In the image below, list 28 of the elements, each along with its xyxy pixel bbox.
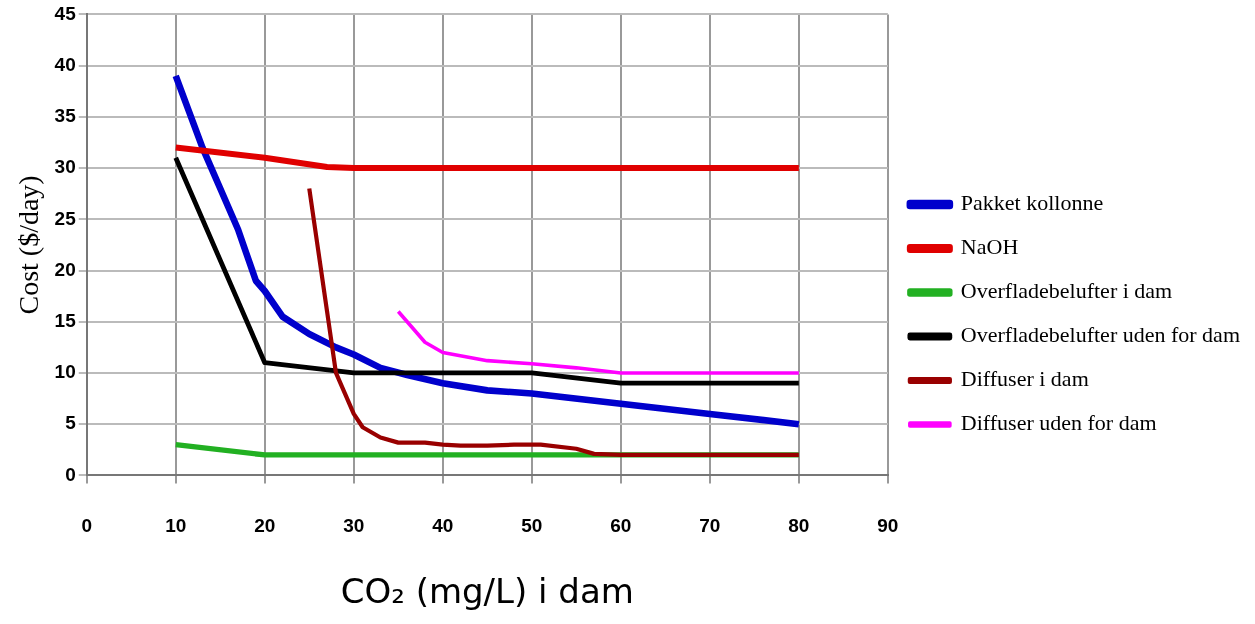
y-tick-label: 40 (54, 53, 76, 75)
x-axis-title: CO₂ (mg/L) i dam (340, 571, 634, 612)
legend-label: Pakket kollonne (960, 190, 1104, 216)
legend-label: Diffuser uden for dam (960, 410, 1157, 436)
legend-label: Overfladebelufter uden for dam (960, 322, 1241, 348)
x-tick-label: 90 (877, 515, 899, 537)
y-tick-label: 35 (54, 105, 77, 127)
x-tick-label: 30 (343, 515, 365, 537)
x-tick-label: 80 (788, 515, 810, 537)
y-tick-label: 5 (65, 412, 77, 434)
x-tick-label: 0 (81, 515, 93, 537)
x-tick-label: 10 (165, 515, 187, 537)
x-tick-label: 60 (610, 515, 632, 537)
y-tick-label: 15 (54, 309, 77, 331)
y-axis-title: Cost ($/day) (13, 175, 45, 315)
y-tick-label: 45 (54, 2, 77, 24)
legend-label: Overfladebelufter i dam (960, 278, 1173, 304)
x-tick-label: 20 (254, 515, 276, 537)
x-tick-label: 70 (699, 515, 721, 537)
y-tick-label: 0 (65, 463, 76, 485)
legend-label: NaOH (960, 234, 1019, 260)
x-tick-label: 40 (432, 515, 454, 537)
y-tick-label: 20 (54, 258, 76, 280)
legend-label: Diffuser i dam (960, 366, 1089, 392)
y-tick-label: 30 (54, 156, 76, 178)
y-tick-label: 10 (54, 361, 76, 383)
x-tick-label: 50 (521, 515, 543, 537)
y-tick-label: 25 (54, 207, 77, 229)
